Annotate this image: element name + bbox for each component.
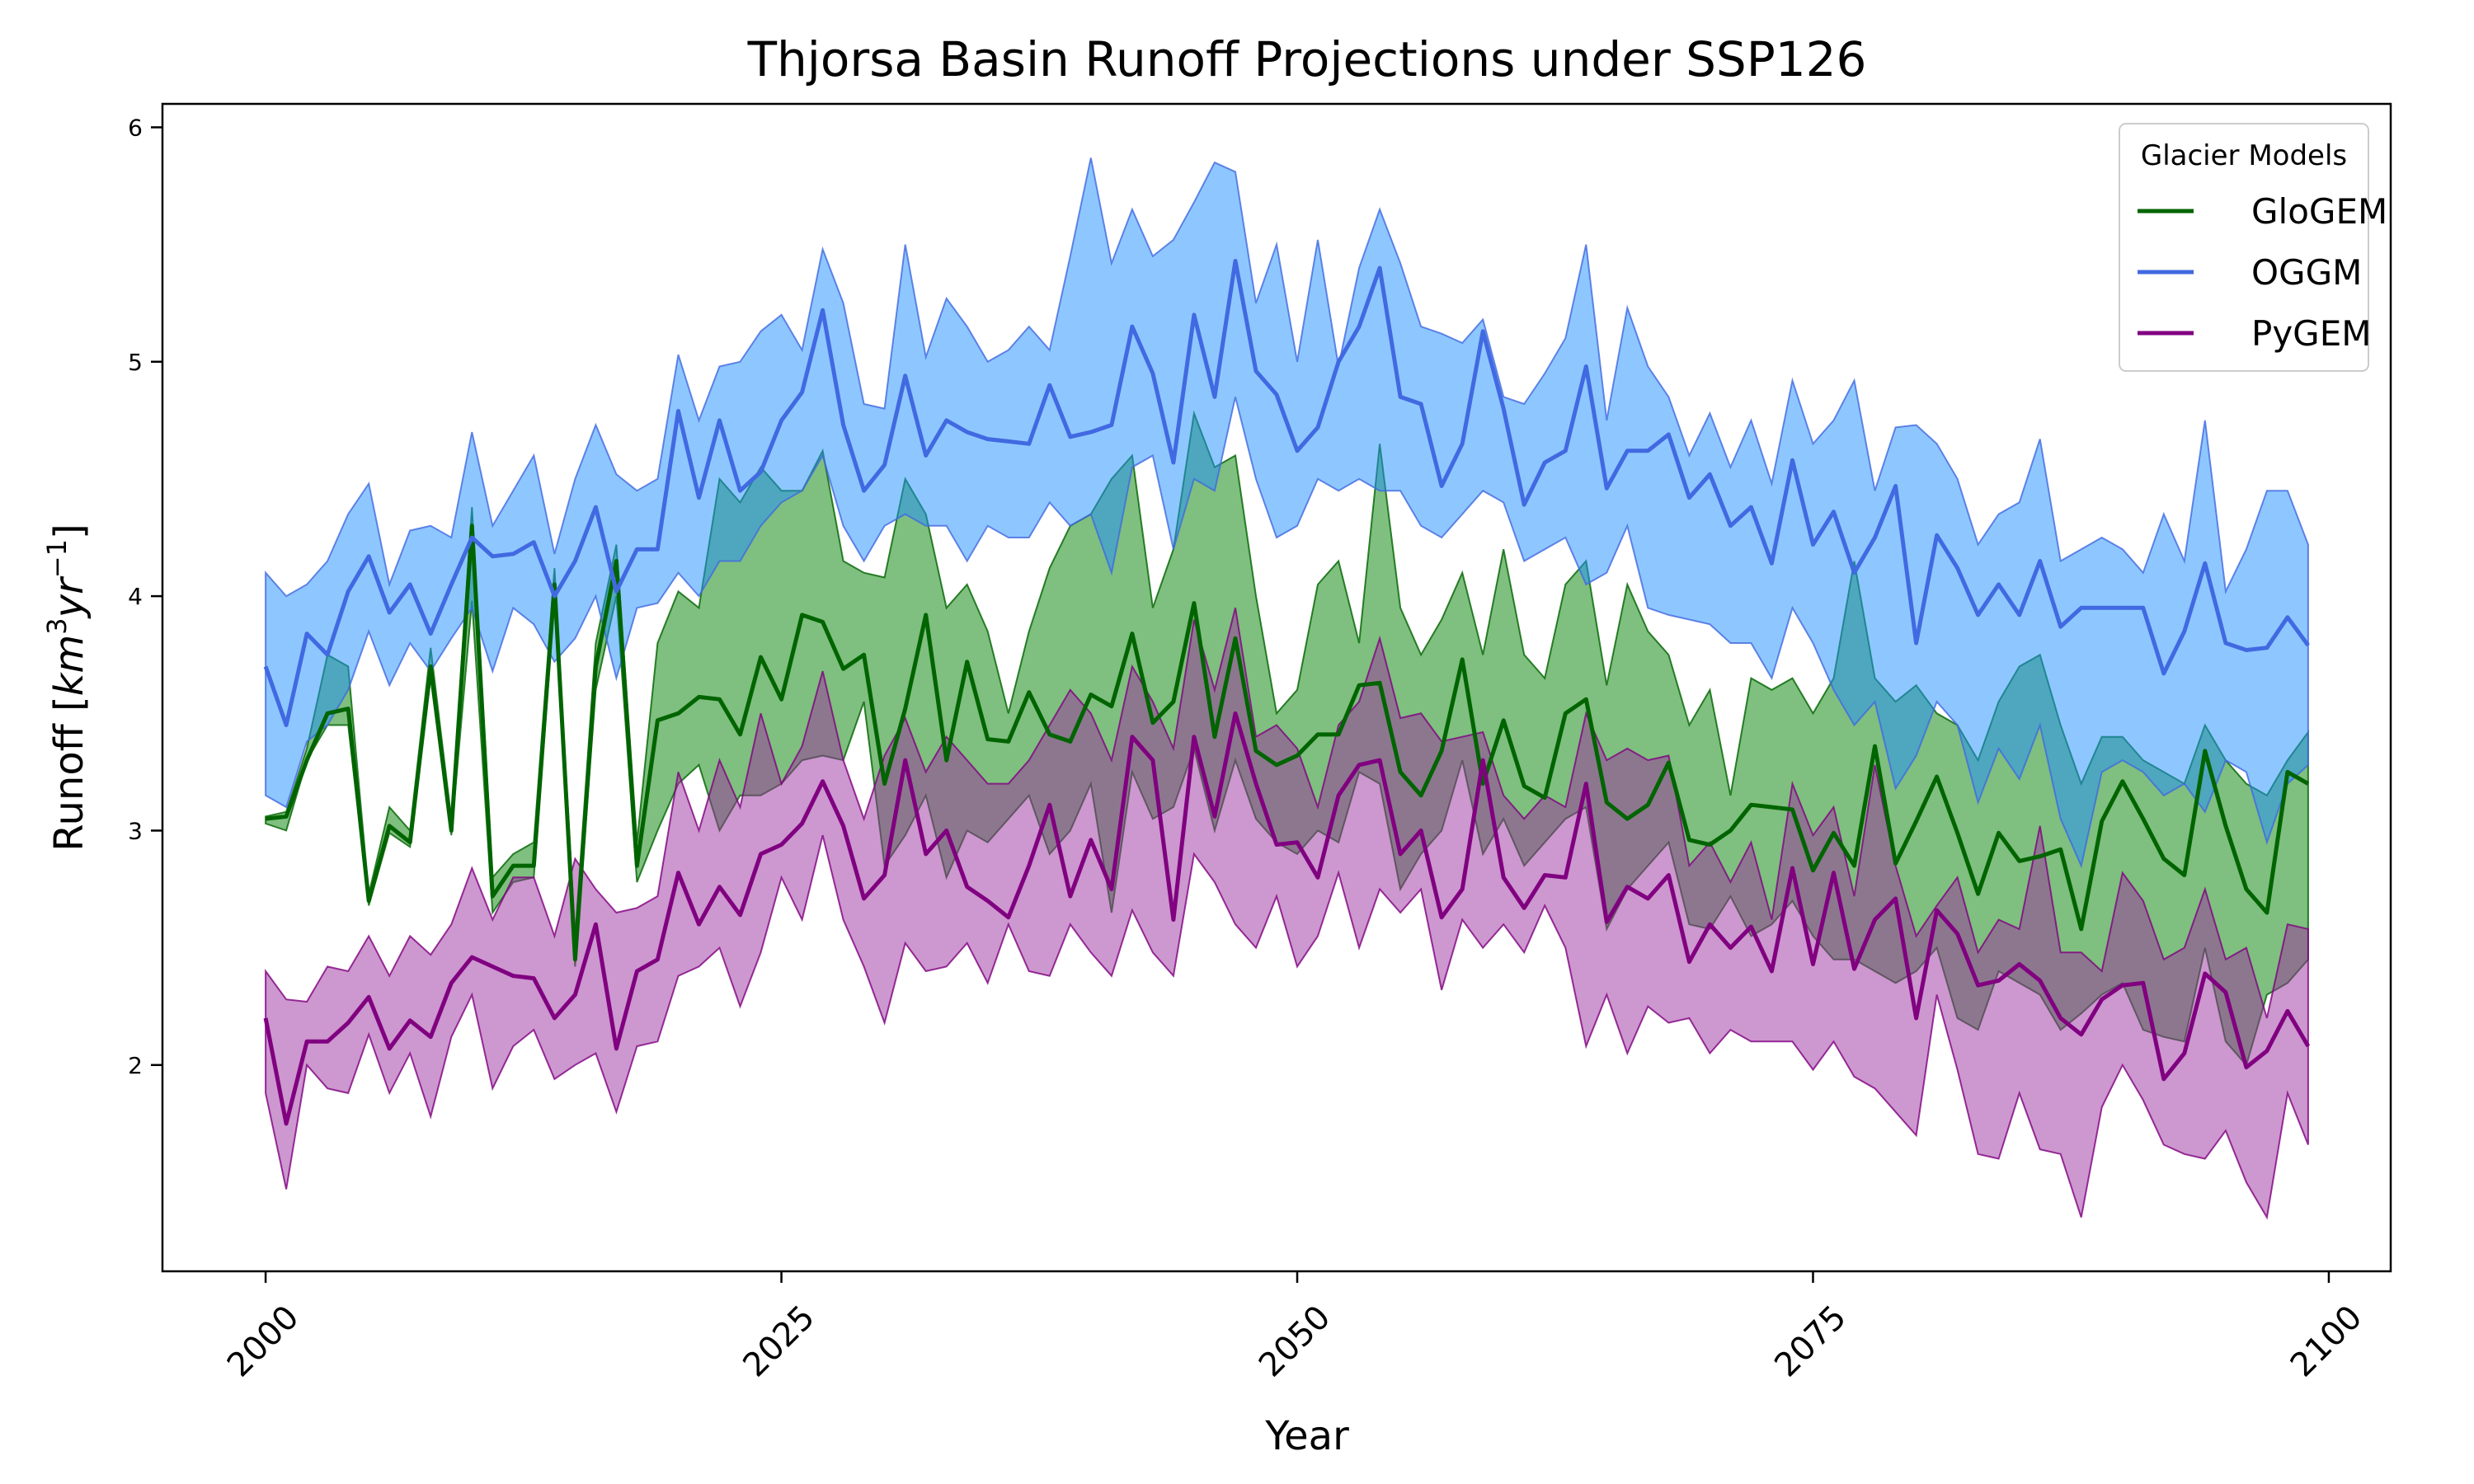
y-axis-label-close: ] (46, 524, 92, 539)
y-axis: 2 3 4 5 6 (128, 114, 162, 1079)
plot-frame (161, 102, 2392, 1273)
legend-label-oggm: OGGM (2251, 252, 2362, 293)
legend-label-pygem: PyGEM (2251, 313, 2372, 354)
legend-title: Glacier Models (2141, 139, 2347, 172)
line-pygem (263, 711, 2311, 1126)
legend: Glacier Models GloGEM OGGM PyGEM (2119, 123, 2387, 372)
line-glogem (265, 524, 2310, 962)
series-lines (263, 259, 2311, 1126)
y-tick-label: 2 (128, 1052, 143, 1079)
y-tick-label: 4 (128, 583, 143, 610)
uncertainty-bands (265, 157, 2309, 1220)
chart-title: Thjorsa Basin Runoff Projections under S… (747, 31, 1867, 87)
y-axis-label-exp-neg1: −1 (41, 539, 73, 578)
y-axis-label-km: km (46, 635, 92, 697)
legend-label-glogem: GloGEM (2251, 191, 2387, 232)
legend-box (2119, 123, 2369, 372)
y-axis-label-main: Runoff [ (46, 696, 92, 851)
band-oggm (265, 157, 2309, 869)
y-axis-label: Runoff [km3yr−1] (41, 524, 92, 851)
y-tick-label: 3 (128, 817, 143, 844)
line-oggm (263, 259, 2310, 727)
band-pygem (265, 608, 2309, 1220)
legend-items: GloGEM OGGM PyGEM (2138, 191, 2387, 354)
x-axis-label: Year (1264, 1413, 1349, 1459)
y-tick-label: 6 (128, 114, 143, 141)
y-axis-label-yr: yr (46, 575, 92, 619)
y-tick-label: 5 (128, 349, 143, 376)
y-axis-label-exp3: 3 (41, 618, 73, 634)
plot-area (263, 157, 2311, 1220)
